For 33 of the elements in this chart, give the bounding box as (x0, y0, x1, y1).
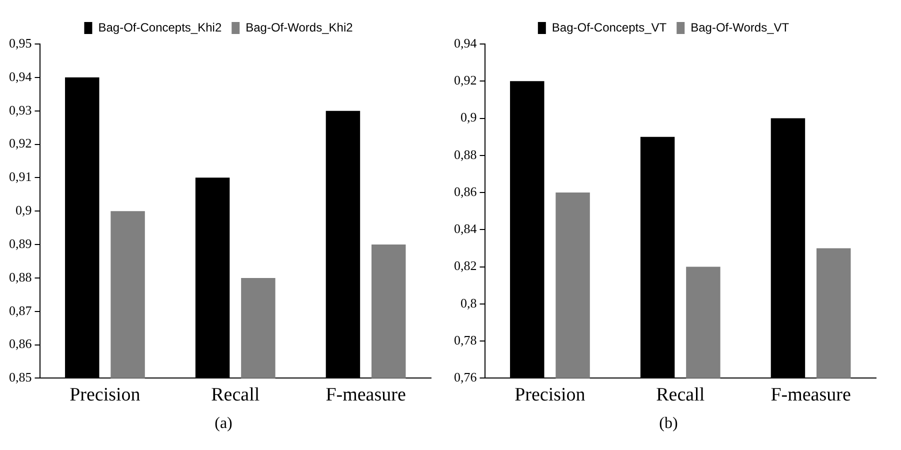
y-tick-label: 0,8 (460, 295, 477, 310)
x-tick-label: Precision (70, 384, 141, 406)
legend-label: Bag-Of-Concepts_VT (552, 20, 668, 34)
y-tick-label: 0,87 (9, 302, 32, 318)
y-tick-label: 0,84 (454, 221, 478, 236)
y-tick-label: 0,94 (9, 68, 32, 84)
legend-label: Bag-Of-Concepts_Khi2 (98, 20, 222, 34)
y-tick-label: 0,92 (9, 136, 32, 151)
y-tick-label: 0,85 (9, 370, 32, 385)
legend-label: Bag-Of-Words_Khi2 (246, 20, 354, 34)
y-tick-label: 0,93 (9, 102, 32, 118)
y-tick-label: 0,86 (454, 184, 478, 199)
y-tick-label: 0,86 (9, 336, 32, 352)
y-tick-label: 0,94 (454, 35, 478, 50)
x-tick-label: F-measure (326, 384, 406, 406)
y-tick-label: 0,88 (454, 146, 477, 162)
y-tick-label: 0,78 (454, 332, 477, 348)
y-tick-label: 0,91 (9, 169, 32, 184)
text: (b) (658, 415, 679, 433)
y-tick-label: 0,9 (460, 110, 477, 125)
y-tick-label: 0,92 (454, 72, 477, 88)
y-tick-label: 0,82 (454, 258, 477, 274)
x-tick-label: Recall (656, 384, 705, 406)
legend-label: Bag-Of-Words_VT (690, 20, 790, 34)
y-tick-label: 0,88 (9, 269, 32, 284)
x-tick-label: Precision (514, 384, 586, 406)
x-tick-label: F-measure (770, 384, 851, 406)
y-tick-label: 0,9 (16, 202, 32, 218)
y-tick-label: 0,95 (9, 35, 32, 50)
y-tick-label: 0,76 (454, 370, 478, 385)
x-tick-label: Recall (211, 384, 260, 406)
text: (a) (214, 415, 234, 433)
y-tick-label: 0,89 (9, 236, 32, 251)
